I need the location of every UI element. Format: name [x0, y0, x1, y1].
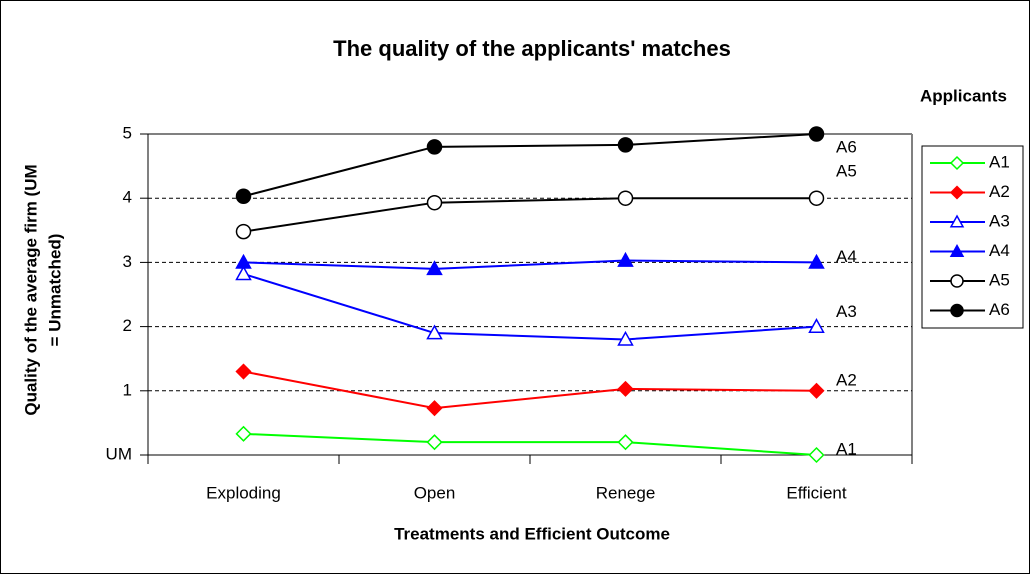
- x-tick-label: Renege: [596, 483, 656, 502]
- legend-label: A6: [989, 300, 1010, 319]
- marker: [426, 324, 443, 340]
- marker: [808, 446, 825, 464]
- marker: [617, 190, 634, 206]
- marker: [950, 274, 964, 288]
- marker: [426, 260, 443, 276]
- chart-title: The quality of the applicants' matches: [333, 36, 731, 61]
- y-axis-label: Quality of the average firm (UM: [21, 164, 40, 415]
- x-tick-label: Exploding: [206, 483, 281, 502]
- marker: [808, 190, 825, 206]
- legend-label: A2: [989, 182, 1010, 201]
- y-tick-label: UM: [106, 444, 132, 463]
- y-axis-label: = Unmatched): [45, 234, 64, 347]
- marker: [949, 214, 965, 228]
- legend-title: Applicants: [920, 86, 1007, 105]
- x-tick-label: Efficient: [786, 483, 846, 502]
- legend-label: A4: [989, 241, 1010, 260]
- marker: [426, 139, 443, 155]
- marker: [617, 251, 634, 267]
- series-line: [243, 259, 817, 270]
- marker: [235, 265, 252, 281]
- y-tick-label: 4: [123, 188, 132, 207]
- end-label: A6: [836, 137, 857, 156]
- marker: [950, 303, 964, 318]
- marker: [808, 126, 825, 142]
- legend-box: [921, 145, 1024, 329]
- marker: [617, 434, 634, 451]
- y-tick-label: 3: [123, 252, 132, 271]
- end-label: A4: [836, 247, 857, 266]
- marker: [949, 155, 965, 171]
- series-line: [243, 197, 817, 233]
- marker: [617, 137, 634, 153]
- end-label: A5: [836, 162, 857, 181]
- marker: [808, 253, 825, 269]
- marker: [426, 400, 443, 417]
- marker: [426, 194, 443, 211]
- end-label: A2: [836, 370, 857, 389]
- series-line: [243, 133, 817, 198]
- series-line: [243, 370, 817, 410]
- marker: [949, 185, 965, 200]
- legend-label: A1: [989, 152, 1010, 171]
- marker: [235, 223, 252, 240]
- marker: [808, 382, 825, 399]
- y-tick-label: 1: [123, 380, 132, 399]
- x-tick-label: Open: [414, 483, 456, 502]
- marker: [808, 318, 825, 333]
- marker: [949, 243, 965, 258]
- marker: [235, 363, 252, 380]
- marker: [426, 434, 443, 451]
- marker: [617, 380, 634, 397]
- marker: [235, 188, 252, 205]
- marker: [235, 425, 252, 442]
- legend-label: A5: [989, 270, 1010, 289]
- marker: [617, 330, 634, 346]
- x-axis-label: Treatments and Efficient Outcome: [394, 524, 670, 543]
- series-line: [243, 273, 817, 341]
- y-tick-label: 2: [123, 316, 132, 335]
- y-tick-label: 5: [123, 123, 132, 142]
- series-line: [243, 432, 817, 456]
- end-label: A1: [836, 439, 857, 458]
- marker: [235, 253, 252, 269]
- legend-label: A3: [989, 211, 1010, 230]
- end-label: A3: [836, 302, 857, 321]
